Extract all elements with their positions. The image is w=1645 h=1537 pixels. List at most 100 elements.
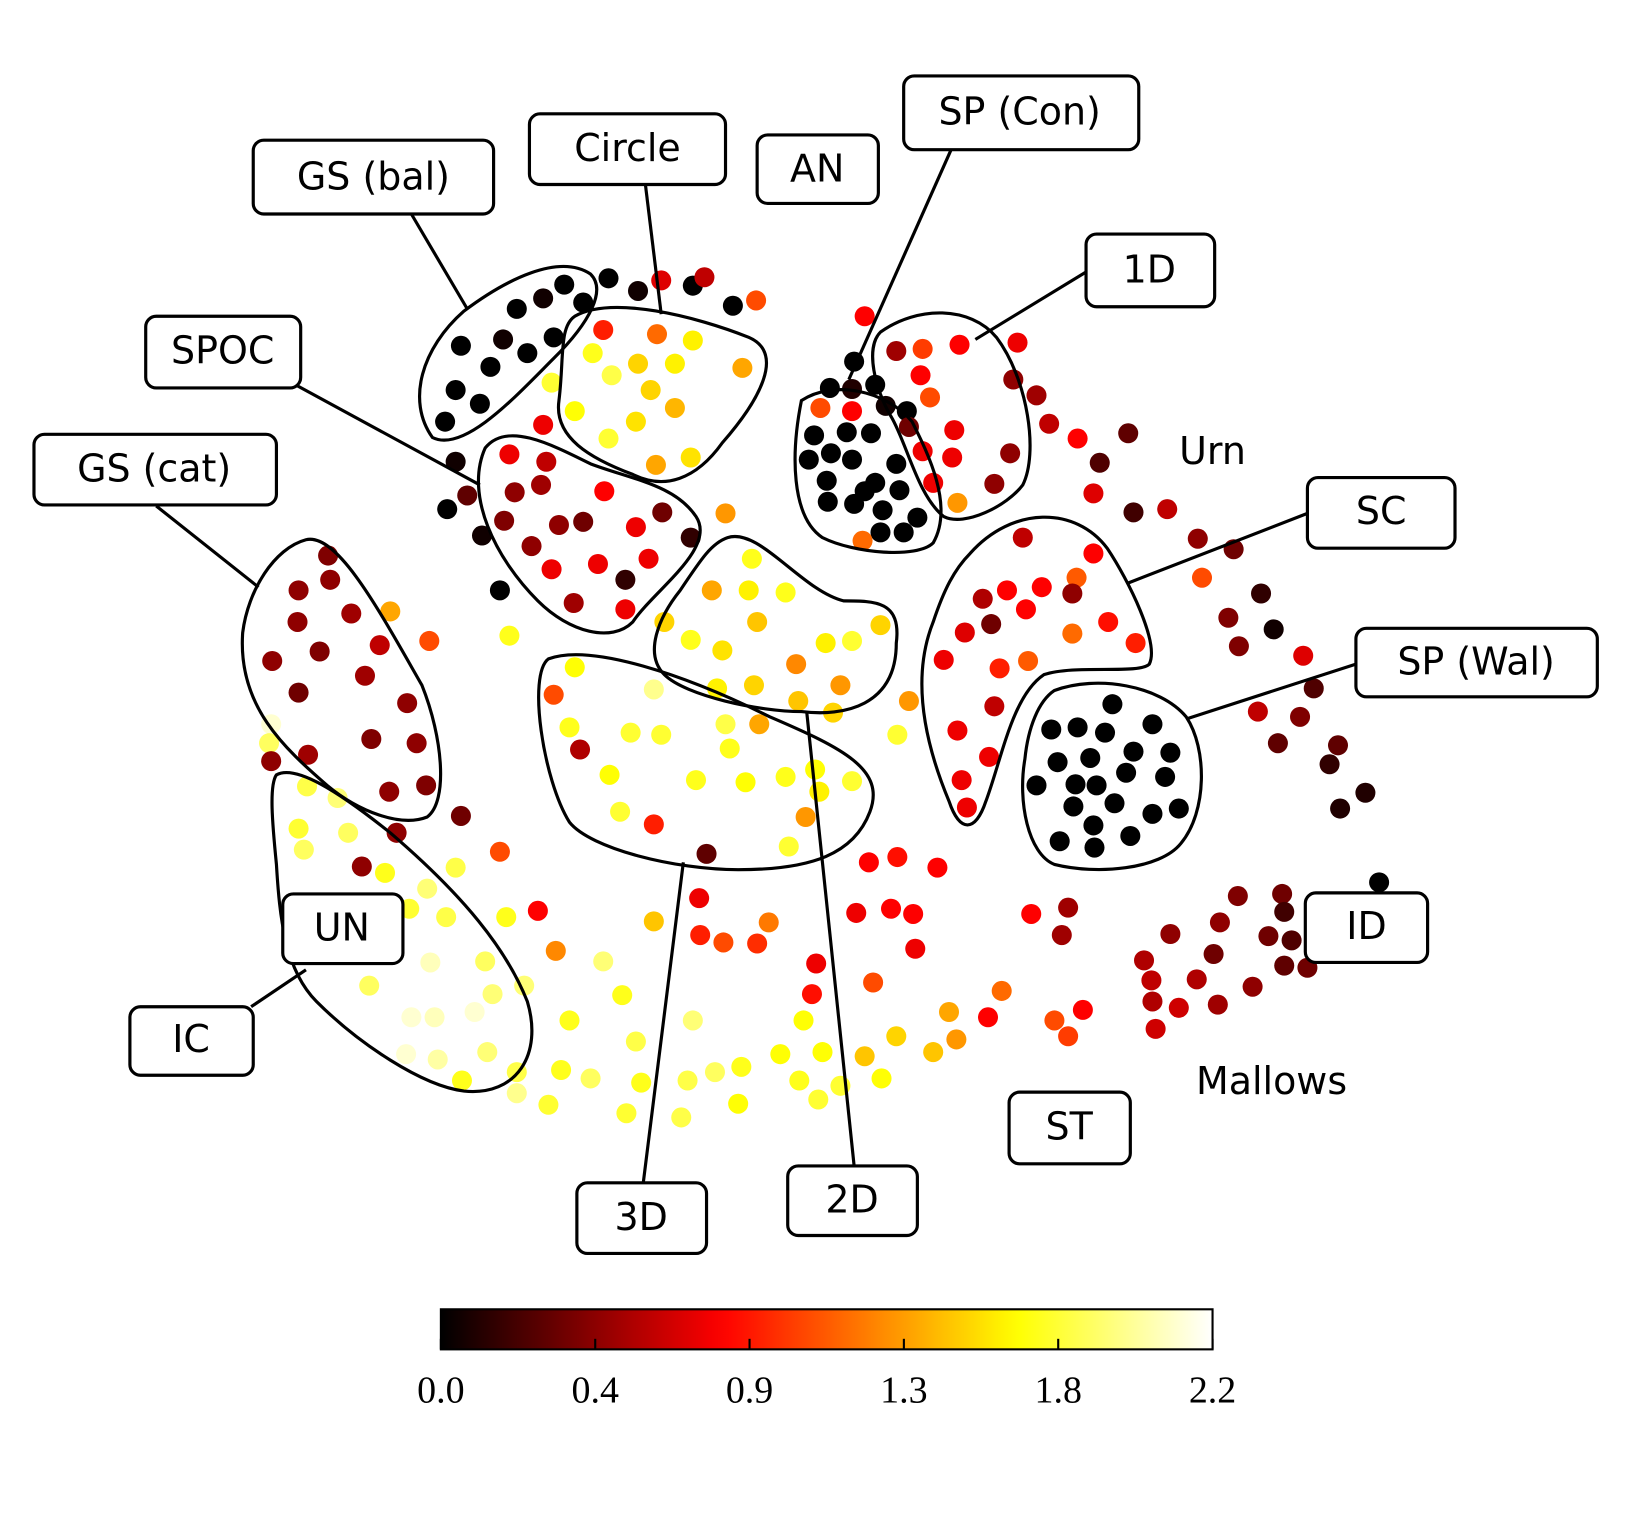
point	[318, 545, 339, 566]
leader-lines	[155, 149, 1357, 1183]
cluster-label: Circle	[574, 126, 681, 170]
point	[938, 1002, 960, 1023]
point	[712, 640, 733, 661]
point	[981, 614, 1002, 635]
point	[1142, 714, 1163, 735]
point	[775, 582, 796, 603]
point	[996, 580, 1017, 601]
point	[689, 888, 710, 909]
point	[1086, 775, 1107, 796]
cluster-label: ST	[1046, 1105, 1094, 1149]
outline	[537, 653, 875, 872]
point	[599, 764, 620, 785]
point	[620, 722, 641, 743]
point	[640, 380, 661, 401]
point	[625, 1031, 646, 1052]
point	[533, 414, 554, 435]
point	[747, 611, 768, 632]
point	[288, 682, 309, 703]
point	[820, 443, 841, 464]
point	[1258, 926, 1279, 947]
point	[477, 1042, 498, 1063]
region-label: Mallows	[1196, 1059, 1347, 1103]
point	[942, 447, 963, 468]
point	[1089, 452, 1110, 473]
point	[1084, 837, 1105, 858]
point	[1012, 527, 1033, 548]
point	[480, 356, 501, 377]
point	[860, 423, 882, 444]
point	[758, 912, 779, 933]
point	[580, 1068, 601, 1089]
point	[842, 771, 863, 792]
point	[1263, 619, 1284, 640]
point	[1186, 969, 1207, 990]
colorbar-tick-label: 0.9	[726, 1369, 773, 1411]
leader-line	[1127, 511, 1308, 585]
point	[1274, 955, 1295, 976]
point	[499, 625, 520, 646]
point	[652, 502, 673, 523]
point	[380, 601, 401, 622]
point	[1123, 741, 1144, 762]
point	[793, 1010, 814, 1031]
point	[1051, 925, 1072, 946]
point	[1369, 872, 1390, 893]
point	[677, 1070, 698, 1091]
point	[1327, 735, 1349, 756]
point	[795, 806, 816, 828]
point	[788, 691, 809, 712]
point	[457, 485, 478, 506]
point	[808, 1089, 829, 1110]
point	[1026, 775, 1047, 796]
cluster-label: GS (bal)	[297, 155, 450, 199]
point	[1247, 701, 1268, 722]
label-box	[1303, 891, 1430, 965]
point	[536, 451, 557, 472]
point	[842, 449, 863, 470]
point	[805, 759, 826, 780]
point	[494, 510, 515, 531]
point	[1134, 950, 1155, 971]
point	[541, 372, 562, 393]
point	[651, 270, 672, 291]
colorbar-tick-label: 0.4	[572, 1369, 619, 1411]
point	[1067, 717, 1088, 738]
point	[1228, 636, 1249, 657]
region-label: Urn	[1179, 429, 1246, 473]
cluster-outlines	[240, 264, 1203, 1094]
point	[545, 940, 566, 961]
point	[1058, 897, 1079, 918]
label-box	[527, 112, 728, 187]
point	[1203, 944, 1224, 965]
point	[1049, 831, 1070, 852]
point	[475, 951, 496, 972]
point	[401, 1007, 422, 1028]
point	[863, 972, 884, 993]
point	[854, 1046, 875, 1067]
label-box	[575, 1181, 709, 1256]
point	[598, 428, 619, 449]
label-box	[786, 1164, 919, 1238]
point	[1102, 694, 1123, 715]
point	[1062, 623, 1083, 644]
point	[564, 401, 585, 422]
point	[445, 451, 466, 472]
point	[406, 733, 427, 754]
point	[778, 836, 799, 857]
point	[854, 306, 875, 327]
point	[786, 654, 807, 675]
point	[810, 397, 831, 418]
colorbar: 0.0 0.4 0.9 1.3 1.8 2.2	[417, 1308, 1236, 1411]
point	[680, 447, 701, 468]
point	[517, 343, 538, 364]
point	[858, 852, 879, 873]
point	[1072, 999, 1093, 1020]
point	[397, 693, 418, 714]
point	[1168, 997, 1189, 1018]
point	[543, 327, 564, 348]
point	[504, 482, 525, 503]
point	[1157, 499, 1178, 520]
cluster-label: ID	[1346, 904, 1386, 948]
